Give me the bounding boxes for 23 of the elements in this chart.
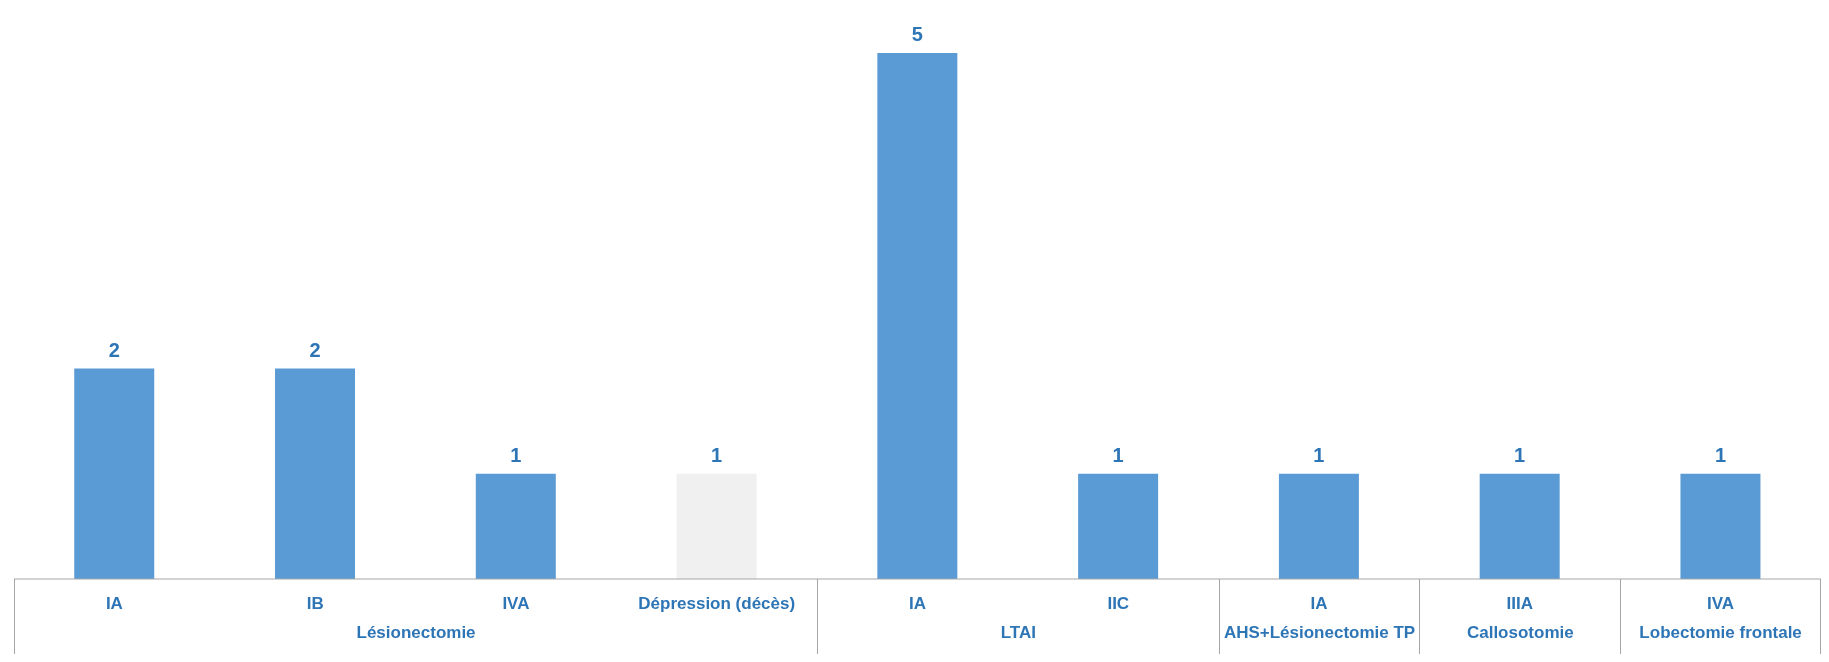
text: Callosotomie: [1465, 623, 1575, 643]
text: LTAI: [999, 623, 1037, 643]
data-label: 1: [510, 443, 522, 466]
x-tick-label: IA: [105, 594, 123, 614]
data-label: 5: [911, 23, 923, 45]
x-tick-label: Dépression (décès): [638, 594, 796, 614]
text: Lésionectomie: [355, 623, 477, 643]
x-tick-label: IB: [306, 594, 324, 614]
x-tick-label: IIC: [1107, 594, 1130, 614]
text: Lobectomie frontale: [1638, 623, 1803, 643]
data-label: 1: [1112, 443, 1124, 466]
data-label: 1: [1714, 443, 1727, 466]
x-tick-label: IVA: [1707, 594, 1735, 614]
data-label: 1: [1313, 443, 1325, 466]
x-tick-label: IA: [1310, 594, 1328, 614]
data-label: 1: [711, 443, 723, 466]
text: AHS+Lésionectomie TP: [1222, 623, 1417, 643]
data-label: 2: [108, 338, 120, 361]
data-label: 2: [309, 338, 321, 361]
x-tick-label: IA: [909, 594, 926, 614]
data-label: 1: [1514, 443, 1526, 466]
x-tick-label: IVA: [502, 594, 530, 614]
x-tick-label: IIIA: [1506, 594, 1534, 614]
